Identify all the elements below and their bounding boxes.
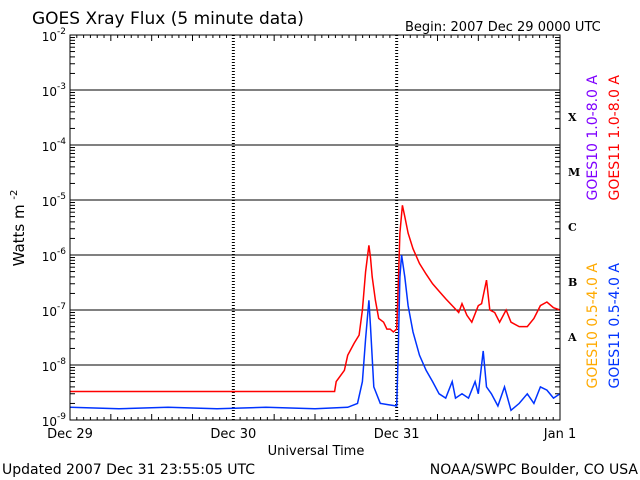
x-tick-label: Jan 1 xyxy=(543,427,576,442)
legend-item: GOES10 1.0-8.0 A xyxy=(585,75,601,201)
updated-timestamp: Updated 2007 Dec 31 23:55:05 UTC xyxy=(2,462,255,478)
y-tick-exponent: -3 xyxy=(57,82,66,92)
y-axis-label: Watts m -2 xyxy=(9,190,28,267)
y-axis-label-text: Watts m xyxy=(10,204,28,266)
y-tick-label: 10-6 xyxy=(42,247,67,264)
legend-item: GOES11 0.5-4.0 A xyxy=(607,263,623,389)
begin-label: Begin: 2007 Dec 29 0000 UTC xyxy=(405,20,601,35)
y-tick-mantissa: 10 xyxy=(42,85,57,99)
y-tick-mantissa: 10 xyxy=(42,140,57,154)
flare-class-label: A xyxy=(567,331,577,344)
y-tick-label: 10-7 xyxy=(42,302,66,319)
legend-label: GOES10 1.0-8.0 A xyxy=(585,75,601,201)
legend: GOES10 1.0-8.0 A GOES11 1.0-8.0 A GOES10 0… xyxy=(585,75,623,389)
legend-label: GOES10 0.5-4.0 A xyxy=(585,263,601,389)
grid-layer xyxy=(70,34,560,421)
y-tick-label: 10-4 xyxy=(42,137,67,154)
legend-item: GOES11 1.0-8.0 A xyxy=(607,75,623,201)
y-tick-exponent: -9 xyxy=(57,412,66,422)
y-tick-mantissa: 10 xyxy=(42,305,57,319)
y-tick-exponent: -8 xyxy=(57,357,66,367)
y-tick-label: 10-9 xyxy=(42,412,67,429)
flare-class-label: M xyxy=(568,166,580,179)
y-tick-label: 10-3 xyxy=(42,82,66,99)
y-tick-mantissa: 10 xyxy=(42,360,57,374)
plot-frame xyxy=(69,34,561,421)
y-tick-label: 10-5 xyxy=(42,192,66,209)
x-tick-label: Dec 30 xyxy=(210,427,256,442)
x-axis-label: Universal Time xyxy=(268,444,365,459)
legend-label: GOES11 0.5-4.0 A xyxy=(607,263,623,389)
y-axis-label-exponent: -2 xyxy=(9,190,20,200)
y-tick-mantissa: 10 xyxy=(42,250,57,264)
svg-text:Watts m -2: Watts m -2 xyxy=(9,190,28,267)
flare-class-labels: X M C B A xyxy=(567,111,580,344)
y-tick-exponent: -5 xyxy=(57,192,66,202)
y-tick-exponent: -2 xyxy=(57,27,66,37)
y-tick-mantissa: 10 xyxy=(42,415,57,429)
y-tick-label: 10-2 xyxy=(42,27,66,44)
y-tick-mantissa: 10 xyxy=(42,30,57,44)
x-tick-label: Dec 29 xyxy=(47,427,93,442)
series-line xyxy=(70,205,561,393)
series-layer xyxy=(69,205,561,412)
y-tick-label: 10-8 xyxy=(42,357,67,374)
flare-class-label: C xyxy=(568,221,577,234)
chart-title: GOES Xray Flux (5 minute data) xyxy=(32,9,304,29)
x-tick-labels: Dec 29 Dec 30 Dec 31 Jan 1 xyxy=(47,427,576,442)
flare-class-label: B xyxy=(568,276,577,289)
legend-item: GOES10 0.5-4.0 A xyxy=(585,263,601,389)
x-tick-label: Dec 31 xyxy=(374,427,420,442)
y-tick-exponent: -6 xyxy=(57,247,66,257)
y-tick-labels: 10-910-810-710-610-510-410-310-2 xyxy=(42,27,67,429)
legend-label: GOES11 1.0-8.0 A xyxy=(607,75,623,201)
flare-class-label: X xyxy=(568,111,577,124)
y-tick-exponent: -7 xyxy=(57,302,66,312)
series-line xyxy=(69,254,561,412)
y-tick-exponent: -4 xyxy=(57,137,66,147)
credit-text: NOAA/SWPC Boulder, CO USA xyxy=(430,462,639,478)
y-tick-mantissa: 10 xyxy=(42,195,57,209)
